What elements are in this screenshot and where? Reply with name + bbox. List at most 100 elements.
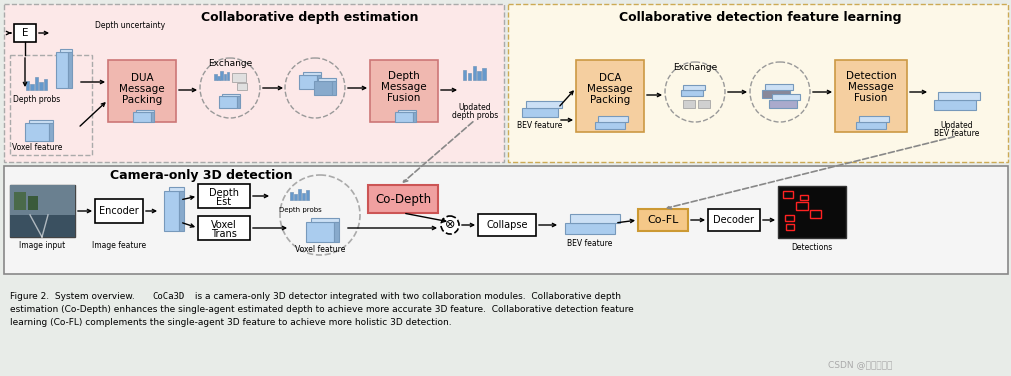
Bar [594,122,625,129]
Bar [316,75,320,89]
Bar [569,214,620,223]
Text: Detections: Detections [791,243,832,252]
Text: learning (Co-FL) complements the single-agent 3D feature to achieve more holisti: learning (Co-FL) complements the single-… [10,318,451,327]
Bar [237,83,247,90]
Bar [60,49,72,52]
Bar [214,74,216,80]
Text: Image feature: Image feature [92,241,146,250]
Bar [10,185,75,237]
Bar [49,123,54,141]
Bar [298,75,316,89]
Bar [522,108,557,117]
Bar [680,90,703,96]
Bar [313,81,332,95]
Bar [637,209,687,231]
Text: Voxel feature: Voxel feature [12,143,62,152]
Bar [472,66,476,80]
Text: Depth probs: Depth probs [13,94,61,103]
Bar [10,215,75,237]
Bar [10,185,75,215]
Bar [933,100,975,110]
Bar [95,199,143,223]
Bar [4,4,503,162]
Bar [34,77,38,90]
Bar [477,71,481,80]
Text: CSDN @我叫两万块: CSDN @我叫两万块 [827,361,892,370]
Text: Depth: Depth [209,188,239,198]
Bar [482,68,486,80]
Text: Updated: Updated [458,103,490,112]
Bar [937,92,980,100]
Text: DCA: DCA [599,73,621,83]
Bar [477,214,536,236]
Text: Exchange: Exchange [672,62,717,71]
Bar [855,122,885,129]
Text: Co-FL: Co-FL [647,215,678,225]
Bar [68,52,72,88]
Circle shape [441,216,459,234]
Bar [526,101,561,108]
Bar [777,186,845,238]
Text: Depth probs: Depth probs [278,207,321,213]
Bar [858,117,888,122]
Bar [785,215,794,221]
Bar [302,72,320,75]
Bar [508,4,1007,162]
Text: Depth uncertainty: Depth uncertainty [95,21,165,30]
Bar [179,191,184,231]
Text: is a camera-only 3D detector integrated with two collaboration modules.  Collabo: is a camera-only 3D detector integrated … [192,292,621,301]
Text: BEV feature: BEV feature [517,121,562,130]
Bar [39,82,42,90]
Bar [467,73,471,80]
Text: estimation (Co-Depth) enhances the single-agent estimated depth to achieve more : estimation (Co-Depth) enhances the singl… [10,305,633,314]
Text: Packing: Packing [589,95,630,105]
Bar [334,222,339,242]
Text: E: E [21,28,28,38]
Bar [761,90,790,98]
Bar [165,191,179,231]
Bar [370,60,438,122]
Bar [198,216,250,240]
Text: Fusion: Fusion [853,93,887,103]
Bar [598,117,628,122]
Text: Message: Message [847,82,893,92]
Bar [56,52,68,88]
Bar [682,100,695,108]
Bar [30,84,33,90]
Bar [771,94,800,100]
Bar [14,192,26,210]
Bar [10,55,92,155]
Bar [198,184,250,208]
Text: Image input: Image input [19,241,65,250]
Text: ⊗: ⊗ [444,218,455,232]
Bar [232,73,246,82]
Bar [462,70,466,80]
Bar [218,96,237,108]
Text: Co-Depth: Co-Depth [374,193,431,206]
Bar [368,185,438,213]
Bar [220,71,222,80]
Text: Est: Est [216,197,232,207]
Bar [783,191,793,198]
Text: BEV feature: BEV feature [933,129,979,138]
Bar [768,100,797,108]
Text: BEV feature: BEV feature [567,240,612,249]
Text: Message: Message [586,84,632,94]
Text: Message: Message [381,82,427,92]
Text: Packing: Packing [121,95,162,105]
Text: depth probs: depth probs [452,112,497,120]
Bar [708,209,759,231]
Text: Detection: Detection [845,71,896,81]
Text: Figure 2.  System overview.: Figure 2. System overview. [10,292,141,301]
Bar [809,210,820,218]
Bar [135,109,154,112]
Bar [169,187,184,191]
Bar [25,81,29,90]
Text: DUA: DUA [130,73,153,83]
Bar [4,166,1007,274]
Text: Depth: Depth [388,71,420,81]
Bar [397,109,416,112]
Bar [29,120,54,123]
Text: Encoder: Encoder [99,206,139,216]
Bar [796,202,807,210]
